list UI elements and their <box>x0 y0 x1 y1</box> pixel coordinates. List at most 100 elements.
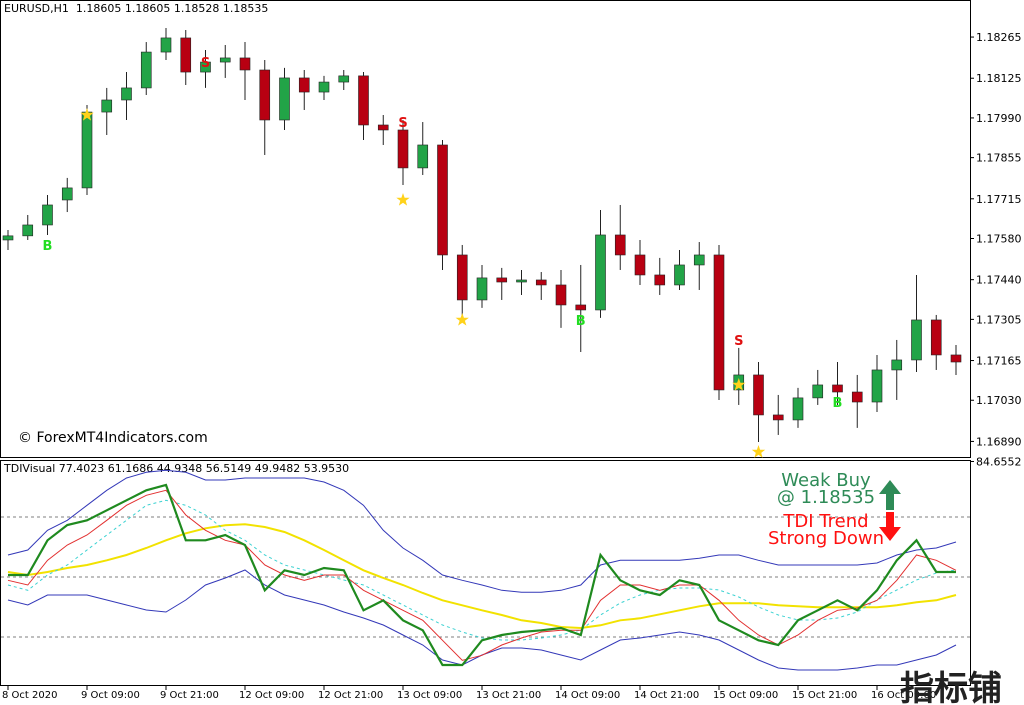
indicator-line <box>7 523 957 630</box>
price-frame <box>0 0 971 458</box>
watermark: © ForexMT4Indicators.com <box>18 430 208 446</box>
candle-body <box>753 374 764 416</box>
candle-body <box>693 254 705 266</box>
annotation-arrow <box>879 480 901 510</box>
candle-body <box>318 81 330 93</box>
candle-body <box>496 277 508 283</box>
indicator-line <box>7 469 957 593</box>
candle-body <box>456 254 468 301</box>
x-tick-label: 12 Oct 09:00 <box>239 690 304 701</box>
candle-body <box>555 284 567 306</box>
y-tick-label: 1.17440 <box>976 274 1022 287</box>
candle-body <box>298 77 310 93</box>
star-signal <box>80 108 94 121</box>
candle-body <box>22 224 34 237</box>
x-tick-label: 13 Oct 09:00 <box>397 690 462 701</box>
candle-body <box>792 397 804 421</box>
indicator-line <box>7 499 957 641</box>
sell-signal: S <box>201 56 210 71</box>
candle-body <box>575 304 587 311</box>
annotation-text: Strong Down <box>768 528 884 549</box>
candle-body <box>377 124 389 131</box>
candle-body <box>891 359 903 371</box>
candle-body <box>61 187 73 201</box>
y-tick-label: 1.17030 <box>976 394 1022 407</box>
buy-signal: B <box>576 314 586 329</box>
y-tick-label: 1.18265 <box>976 31 1022 44</box>
candle-body <box>160 37 172 53</box>
candle-body <box>930 319 942 356</box>
candle-body <box>516 279 527 283</box>
x-tick-label: 13 Oct 21:00 <box>476 690 541 701</box>
annotation-text: Weak Buy <box>781 470 871 491</box>
x-tick-label: 14 Oct 09:00 <box>555 690 620 701</box>
candle-body <box>121 87 132 101</box>
star-signal <box>751 445 766 458</box>
y-tick-label: 1.17165 <box>976 355 1022 368</box>
candle-body <box>2 235 14 241</box>
candle-body <box>101 99 113 113</box>
candle-body <box>476 277 488 301</box>
annotation-arrow <box>879 512 901 541</box>
candle-body <box>654 274 666 286</box>
candle-body <box>772 414 784 421</box>
y-tick-label: 1.17305 <box>976 313 1022 326</box>
buy-signal: B <box>43 239 53 254</box>
candle-body <box>832 384 843 393</box>
indicator-line <box>8 483 956 667</box>
candle-body <box>634 254 646 276</box>
candle-body <box>674 264 685 286</box>
candle-body <box>713 254 725 391</box>
buy-signal: B <box>833 396 843 411</box>
candle-body <box>871 369 883 403</box>
candle-body <box>950 354 962 363</box>
annotation-text: @ 1.18535 <box>777 487 875 508</box>
candle-body <box>535 279 547 286</box>
star-signal <box>732 378 746 391</box>
watermark-cn: 指标铺 <box>900 669 1002 705</box>
y-tick-label: 1.17855 <box>976 152 1022 165</box>
indicator-frame <box>0 460 971 686</box>
candle-body <box>81 111 93 189</box>
annotation-text: TDI Trend <box>782 511 868 532</box>
x-tick-label: 9 Oct 09:00 <box>81 690 140 701</box>
candle-body <box>417 144 429 169</box>
price-title: EURUSD,H1 1.18605 1.18605 1.18528 1.1853… <box>4 2 268 15</box>
indicator-title: TDIVisual 77.4023 61.1686 44.9348 56.514… <box>3 462 349 475</box>
x-tick-label: 8 Oct 2020 <box>2 690 57 701</box>
x-tick-label: 12 Oct 21:00 <box>318 690 383 701</box>
candle-body <box>180 37 192 73</box>
candle-body <box>812 384 824 399</box>
candle-body <box>911 319 922 361</box>
candle-body <box>437 144 448 256</box>
candle-body <box>338 75 350 83</box>
x-tick-label: 15 Oct 21:00 <box>792 690 857 701</box>
candle-body <box>239 57 251 71</box>
y-tick-label: 1.16890 <box>976 435 1022 448</box>
candle-body <box>200 61 211 73</box>
candle-body <box>397 129 409 169</box>
candle-body <box>358 75 369 126</box>
indicator-line <box>7 489 957 661</box>
star-signal <box>455 313 469 326</box>
y-tick-label: 1.17715 <box>976 193 1022 206</box>
sell-signal: S <box>398 116 407 131</box>
x-tick-label: 9 Oct 21:00 <box>160 690 219 701</box>
x-tick-label: 15 Oct 09:00 <box>713 690 778 701</box>
candle-body <box>279 77 290 121</box>
candle-body <box>259 69 271 121</box>
y-tick-label: 1.17990 <box>976 112 1022 125</box>
y-tick-label: 84.6552 <box>976 455 1022 468</box>
candle-body <box>140 51 152 89</box>
sell-signal: S <box>734 334 743 349</box>
y-tick-label: 1.18125 <box>976 72 1022 85</box>
y-tick-label: 1.17580 <box>976 232 1022 245</box>
candle-body <box>42 204 53 226</box>
candle-body <box>219 57 231 63</box>
candle-body <box>595 234 606 311</box>
x-tick-label: 16 Oct 09:00 <box>871 690 936 701</box>
candle-body <box>851 391 863 403</box>
x-tick-label: 14 Oct 21:00 <box>634 690 699 701</box>
